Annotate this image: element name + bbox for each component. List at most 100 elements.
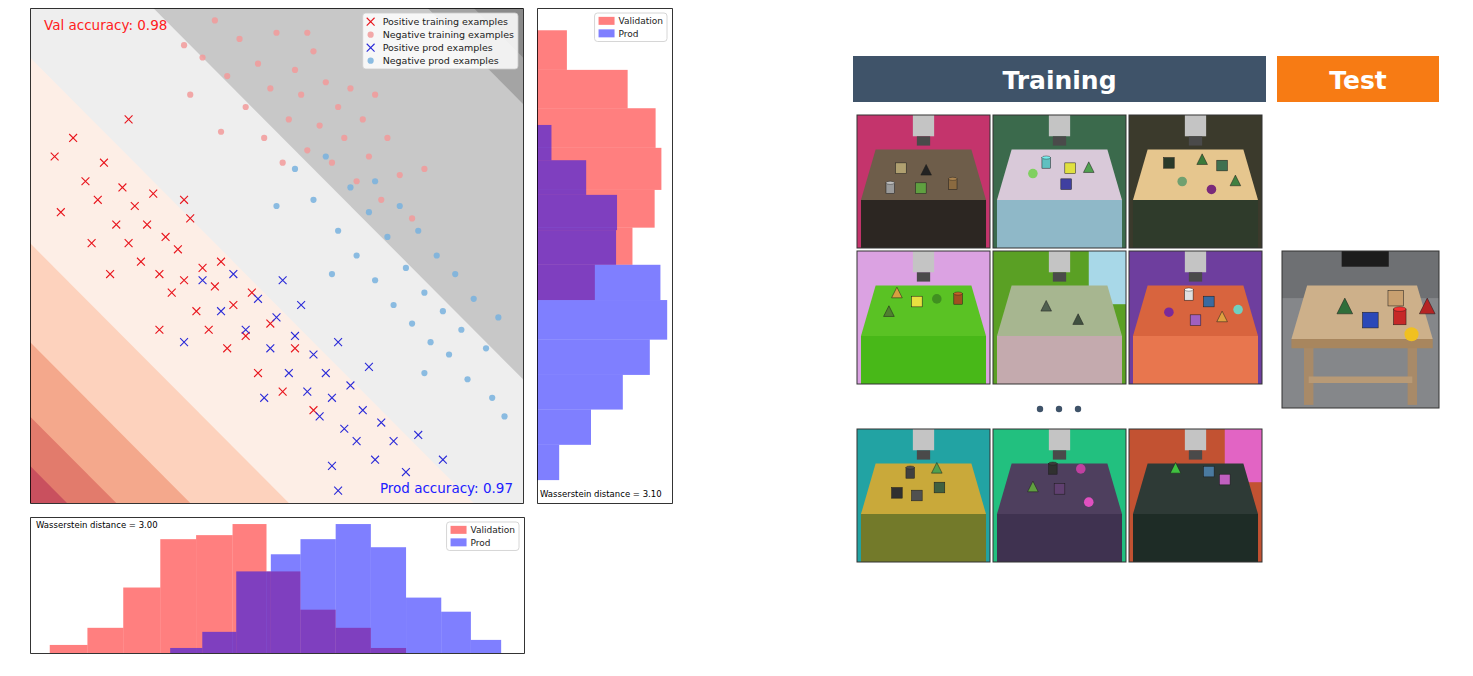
- axis-line: [538, 8, 673, 9]
- gripper: [1185, 115, 1206, 136]
- legend-marker: [367, 18, 375, 26]
- legend-swatch: [599, 29, 615, 37]
- table-top: [1133, 286, 1258, 337]
- decision-region: [30, 8, 523, 503]
- gripper: [917, 136, 930, 145]
- scene-object: [1419, 298, 1435, 314]
- point: [323, 79, 329, 85]
- point: [354, 252, 360, 258]
- point: [112, 221, 120, 229]
- tile-background: [993, 429, 1126, 562]
- point: [280, 160, 286, 166]
- histogram-series: [50, 524, 406, 653]
- annotation: Wasserstein distance = 3.10: [540, 489, 662, 499]
- tile-border: [1129, 251, 1262, 384]
- tile-border: [1129, 429, 1262, 562]
- point: [397, 172, 403, 178]
- scene-object: [912, 296, 923, 307]
- scene-object: [892, 488, 903, 499]
- header-training: [853, 56, 1266, 102]
- gripper: [1049, 251, 1070, 272]
- point: [464, 376, 470, 382]
- scene-object: [892, 287, 903, 298]
- legend-entry: Positive training examples: [367, 16, 508, 27]
- gripper: [1185, 251, 1206, 272]
- point: [291, 332, 299, 340]
- scene-object: [1084, 497, 1094, 507]
- axis-line: [31, 517, 525, 518]
- axis-line: [524, 518, 525, 654]
- scene-object: [1042, 156, 1051, 159]
- table-leg: [1304, 345, 1313, 405]
- histogram-bar: [50, 645, 88, 653]
- point: [310, 197, 316, 203]
- histogram-series: [537, 30, 661, 300]
- point: [409, 320, 415, 326]
- point: [297, 301, 305, 309]
- point: [471, 296, 477, 302]
- table-top: [861, 464, 986, 515]
- point: [273, 203, 279, 209]
- point: [57, 208, 65, 216]
- legend-marker: [368, 32, 374, 38]
- scene-object: [1164, 158, 1175, 169]
- y-axis-right: [524, 518, 525, 654]
- point: [335, 104, 341, 110]
- scatter-chart: Val accuracy: 0.98Prod accuracy: 0.97Pos…: [0, 0, 1473, 676]
- point: [273, 313, 281, 321]
- point: [143, 221, 151, 229]
- legend-entry: Prod: [599, 29, 639, 39]
- histogram-bar: [336, 524, 371, 653]
- legend-label: Validation: [619, 16, 663, 26]
- point: [291, 344, 299, 352]
- point: [483, 345, 489, 351]
- point: [217, 258, 225, 266]
- legend-entry: Negative training examples: [368, 29, 514, 40]
- x-axis: [31, 653, 525, 654]
- point: [292, 166, 298, 172]
- scene-object: [884, 306, 895, 317]
- point: [279, 388, 287, 396]
- point: [125, 239, 133, 247]
- point: [372, 92, 378, 98]
- axis-line: [538, 503, 673, 504]
- gripper: [913, 251, 934, 272]
- tile-border: [857, 115, 990, 248]
- point: [390, 437, 398, 445]
- table-top: [997, 464, 1122, 515]
- y-axis: [30, 9, 31, 504]
- point: [242, 326, 250, 334]
- header-label: Training: [1002, 66, 1116, 95]
- point: [69, 134, 77, 142]
- histogram-series: [537, 125, 667, 480]
- point: [440, 308, 446, 314]
- legend-label: Prod: [471, 538, 491, 548]
- point: [421, 370, 427, 376]
- histogram-bar: [87, 628, 123, 653]
- point: [131, 202, 139, 210]
- point: [322, 369, 330, 377]
- point: [384, 234, 390, 240]
- point: [162, 233, 170, 241]
- point: [285, 369, 293, 377]
- scene-object: [1217, 311, 1228, 322]
- point: [409, 215, 415, 221]
- header-label: Test: [1329, 66, 1387, 95]
- scene-object: [921, 164, 932, 175]
- y-axis: [30, 518, 31, 654]
- point: [335, 228, 341, 234]
- legend-swatch: [451, 526, 467, 534]
- scene-object: [896, 163, 907, 174]
- axis-line: [523, 9, 524, 504]
- point: [402, 468, 410, 476]
- point: [371, 456, 379, 464]
- point: [317, 122, 323, 128]
- scene-object: [1362, 312, 1378, 328]
- legend: ValidationProd: [447, 522, 519, 551]
- image-tile: [857, 429, 990, 562]
- histogram-bar: [271, 554, 301, 653]
- point: [260, 394, 268, 402]
- image-tile: [1282, 251, 1439, 408]
- scene-object: [934, 482, 945, 493]
- point: [328, 394, 336, 402]
